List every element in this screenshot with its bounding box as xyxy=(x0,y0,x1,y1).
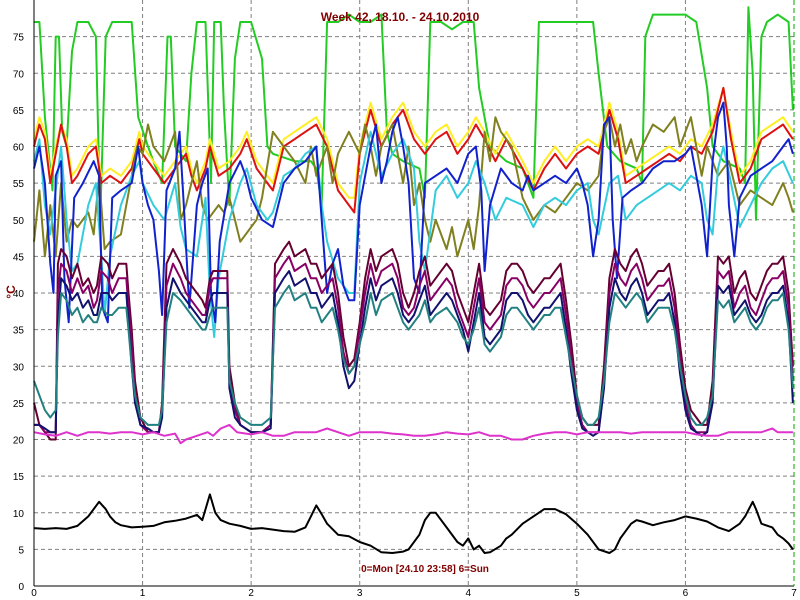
x-tick-label: 1 xyxy=(140,588,146,599)
y-tick-label: 65 xyxy=(13,106,25,117)
y-tick-label: 25 xyxy=(13,399,25,410)
y-tick-label: 55 xyxy=(13,179,25,190)
series-line-1 xyxy=(34,6,794,221)
x-tick-label: 0 xyxy=(31,588,37,599)
series-line-11 xyxy=(33,423,793,445)
y-tick-label: 10 xyxy=(13,509,25,520)
y-tick-label: 45 xyxy=(13,252,25,263)
y-axis-label: °C xyxy=(4,285,18,299)
y-tick-label: 75 xyxy=(13,33,25,44)
chart-title: Week 42, 18.10. - 24.10.2010 xyxy=(321,10,480,24)
y-tick-label: 20 xyxy=(13,436,25,447)
series-line-3 xyxy=(33,86,794,214)
series-line-10 xyxy=(33,284,794,426)
series-line-12 xyxy=(33,493,794,554)
y-tick-label: 30 xyxy=(13,362,25,373)
x-tick-label: 4 xyxy=(466,588,472,599)
y-tick-label: 40 xyxy=(13,289,25,300)
x-tick-label: 7 xyxy=(791,588,797,599)
y-tick-label: 35 xyxy=(13,326,25,337)
x-tick-label: 5 xyxy=(574,588,580,599)
x-tick-label: 2 xyxy=(248,588,254,599)
series-group xyxy=(33,6,794,554)
x-tick-label: 6 xyxy=(683,588,689,599)
series-line-6 xyxy=(33,101,794,324)
y-tick-label: 5 xyxy=(18,545,24,556)
y-tick-label: 60 xyxy=(13,143,25,154)
y-tick-label: 50 xyxy=(13,216,25,227)
series-line-9 xyxy=(34,270,794,437)
chart-footer: 0=Mon [24.10 23:58] 6=Sun xyxy=(361,564,489,575)
x-tick-label: 3 xyxy=(357,588,363,599)
y-tick-label: 0 xyxy=(18,582,24,593)
series-line-4 xyxy=(33,116,794,258)
y-tick-label: 70 xyxy=(13,69,25,80)
y-tick-label: 15 xyxy=(13,472,25,483)
